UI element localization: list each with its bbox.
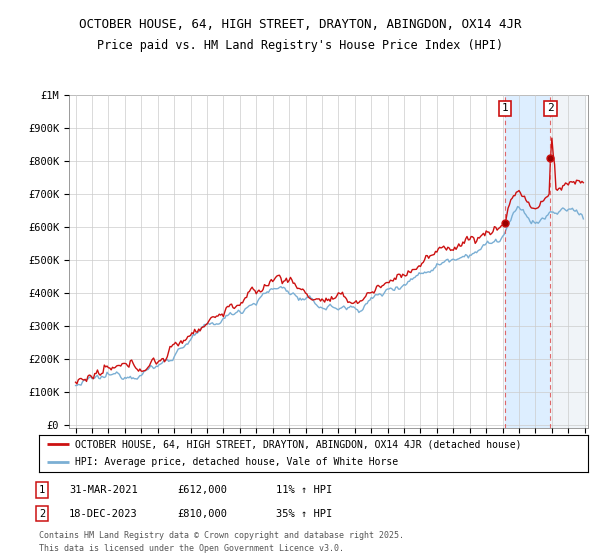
- Text: 1: 1: [39, 485, 45, 495]
- Bar: [550, 95, 585, 428]
- Text: 31-MAR-2021: 31-MAR-2021: [69, 485, 138, 495]
- Bar: [550, 95, 585, 428]
- Text: Contains HM Land Registry data © Crown copyright and database right 2025.
This d: Contains HM Land Registry data © Crown c…: [39, 531, 404, 553]
- Text: £810,000: £810,000: [177, 508, 227, 519]
- Text: 18-DEC-2023: 18-DEC-2023: [69, 508, 138, 519]
- Text: HPI: Average price, detached house, Vale of White Horse: HPI: Average price, detached house, Vale…: [74, 458, 398, 468]
- Text: 2: 2: [547, 104, 554, 113]
- Text: 2: 2: [39, 508, 45, 519]
- Text: OCTOBER HOUSE, 64, HIGH STREET, DRAYTON, ABINGDON, OX14 4JR: OCTOBER HOUSE, 64, HIGH STREET, DRAYTON,…: [79, 17, 521, 31]
- Text: £612,000: £612,000: [177, 485, 227, 495]
- Text: 1: 1: [502, 104, 509, 113]
- Text: 11% ↑ HPI: 11% ↑ HPI: [276, 485, 332, 495]
- Text: Price paid vs. HM Land Registry's House Price Index (HPI): Price paid vs. HM Land Registry's House …: [97, 39, 503, 53]
- Text: OCTOBER HOUSE, 64, HIGH STREET, DRAYTON, ABINGDON, OX14 4JR (detached house): OCTOBER HOUSE, 64, HIGH STREET, DRAYTON,…: [74, 439, 521, 449]
- Bar: [505, 95, 550, 428]
- Text: 35% ↑ HPI: 35% ↑ HPI: [276, 508, 332, 519]
